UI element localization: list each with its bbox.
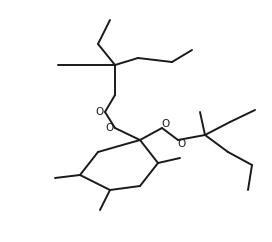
- Text: O: O: [96, 107, 104, 117]
- Text: O: O: [178, 139, 186, 149]
- Text: O: O: [106, 123, 114, 133]
- Text: O: O: [162, 119, 170, 129]
